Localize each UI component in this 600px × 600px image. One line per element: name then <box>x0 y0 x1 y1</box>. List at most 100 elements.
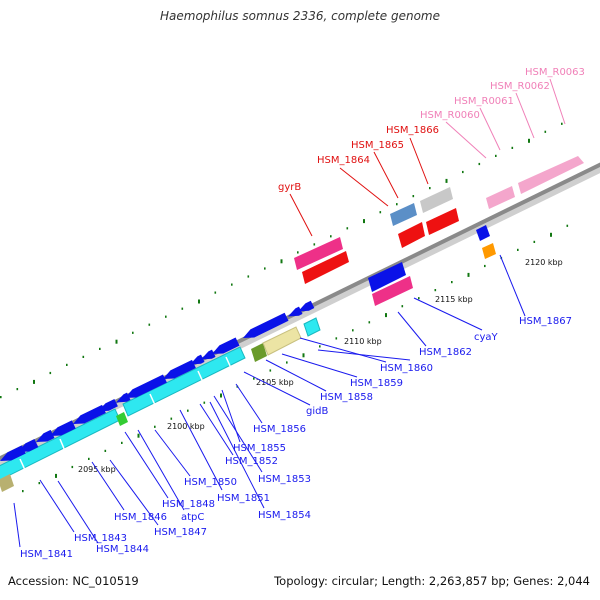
leader-line <box>209 401 265 509</box>
guide-tick <box>385 313 387 318</box>
gene-label: HSM_1855 <box>233 443 286 454</box>
guide-tick <box>198 299 200 304</box>
accession-text: Accession: NC_010519 <box>8 574 139 588</box>
guide-dot <box>544 130 547 133</box>
upper-guide-dots <box>0 122 563 399</box>
guide-dot <box>319 345 321 348</box>
guide-dot <box>66 363 68 366</box>
gene-1866 <box>420 187 453 213</box>
cyan-gene-band <box>0 317 321 492</box>
guide-dot <box>231 283 233 286</box>
guide-dot <box>99 347 101 350</box>
gene-label-pink: HSM_R0063 <box>525 67 585 78</box>
leader-line <box>317 349 411 361</box>
leader-line <box>39 479 75 533</box>
blue-gene-arrow <box>18 439 39 452</box>
guide-dot <box>121 441 123 444</box>
guide-dot <box>253 377 255 380</box>
leader-line <box>281 353 358 378</box>
guide-dot <box>203 401 206 404</box>
guide-dot <box>22 490 24 493</box>
guide-dot <box>484 264 486 268</box>
gene-1867-orange <box>482 243 496 259</box>
lower-guide-dots <box>22 224 569 493</box>
guide-dot <box>434 289 437 292</box>
gene-1867 <box>476 225 490 241</box>
guide-dot <box>368 321 371 324</box>
upper-strand-genes <box>294 156 584 284</box>
gene-label-pink: HSM_R0062 <box>490 81 550 92</box>
gyrb-gene-shadow <box>302 251 349 284</box>
gene-label-red: HSM_1866 <box>386 125 439 136</box>
leader-line <box>154 429 191 477</box>
cyan-gene-divider <box>19 458 26 471</box>
gene-label: HSM_1843 <box>74 533 127 544</box>
guide-tick <box>33 379 35 384</box>
guide-dot <box>346 227 349 230</box>
leader-line-red <box>339 167 389 207</box>
olive-gene-ssu <box>251 343 267 362</box>
guide-dot <box>0 396 2 399</box>
guide-dot <box>566 224 569 227</box>
blue-gene-arrow <box>36 429 55 442</box>
tick-label-2115: 2115 kbp <box>435 295 473 304</box>
guide-dot <box>478 162 481 166</box>
leader-line <box>199 403 234 456</box>
leader-line <box>179 409 223 491</box>
leader-line <box>221 389 241 443</box>
leader-line-pink <box>515 92 535 139</box>
gene-label: HSM_1852 <box>225 456 278 467</box>
blue-gene-arrow <box>116 392 131 403</box>
guide-dot <box>214 291 217 294</box>
guide-tick <box>302 353 305 358</box>
guide-tick <box>137 433 140 438</box>
guide-dot <box>247 275 250 278</box>
guide-dot <box>297 251 299 254</box>
blue-gene-arrow <box>50 420 76 436</box>
guide-dot <box>412 195 415 198</box>
gene-label: gidB <box>306 406 328 417</box>
gene-label: HSM_1846 <box>114 512 167 523</box>
guide-tick <box>280 259 283 264</box>
guide-dot <box>462 170 464 174</box>
guide-dot <box>330 235 332 238</box>
leader-line-red <box>289 193 313 237</box>
leader-line <box>397 311 427 347</box>
guide-dot <box>561 122 563 125</box>
gene-1862 <box>368 262 406 292</box>
gene-labels: HSM_1841 HSM_1843 HSM_1844 HSM_1846 HSM_… <box>20 67 585 560</box>
gyrb-gene <box>294 237 343 270</box>
map-title: Haemophilus somnus 2336, complete genome <box>160 9 440 23</box>
guide-dot <box>264 267 266 270</box>
gene-1862-magenta <box>372 276 413 306</box>
gene-label: HSM_1854 <box>258 510 311 521</box>
guide-dot <box>38 482 41 485</box>
guide-dot <box>181 307 184 310</box>
blue-gene-arrow <box>163 359 196 379</box>
leader-line-red <box>409 137 429 185</box>
gene-label: HSM_1858 <box>320 392 373 403</box>
leader-line <box>109 459 159 526</box>
gene-1866-arrow <box>426 208 459 235</box>
gene-1864 <box>390 203 417 226</box>
tick-label-2120: 2120 kbp <box>525 258 563 267</box>
gene-label: HSM_1850 <box>184 477 237 488</box>
blue-gene-arrows <box>0 300 315 461</box>
leader-line <box>299 337 387 363</box>
guide-dot <box>379 211 382 214</box>
guide-dot <box>286 361 288 364</box>
blue-gene-arrow <box>125 374 167 398</box>
guide-dot <box>71 465 74 469</box>
gene-label: HSM_1867 <box>519 316 572 327</box>
guide-dot <box>396 203 398 206</box>
gene-1864-arrow <box>398 222 425 248</box>
blue-gene-arrow <box>0 445 26 461</box>
guide-tick <box>550 232 552 237</box>
guide-dot <box>187 409 189 412</box>
cyan-gene-divider <box>59 438 66 452</box>
guide-dot <box>88 457 90 460</box>
guide-dot <box>517 248 519 251</box>
tick-label-2105: 2105 kbp <box>256 378 294 387</box>
gene-label: HSM_1847 <box>154 527 207 538</box>
